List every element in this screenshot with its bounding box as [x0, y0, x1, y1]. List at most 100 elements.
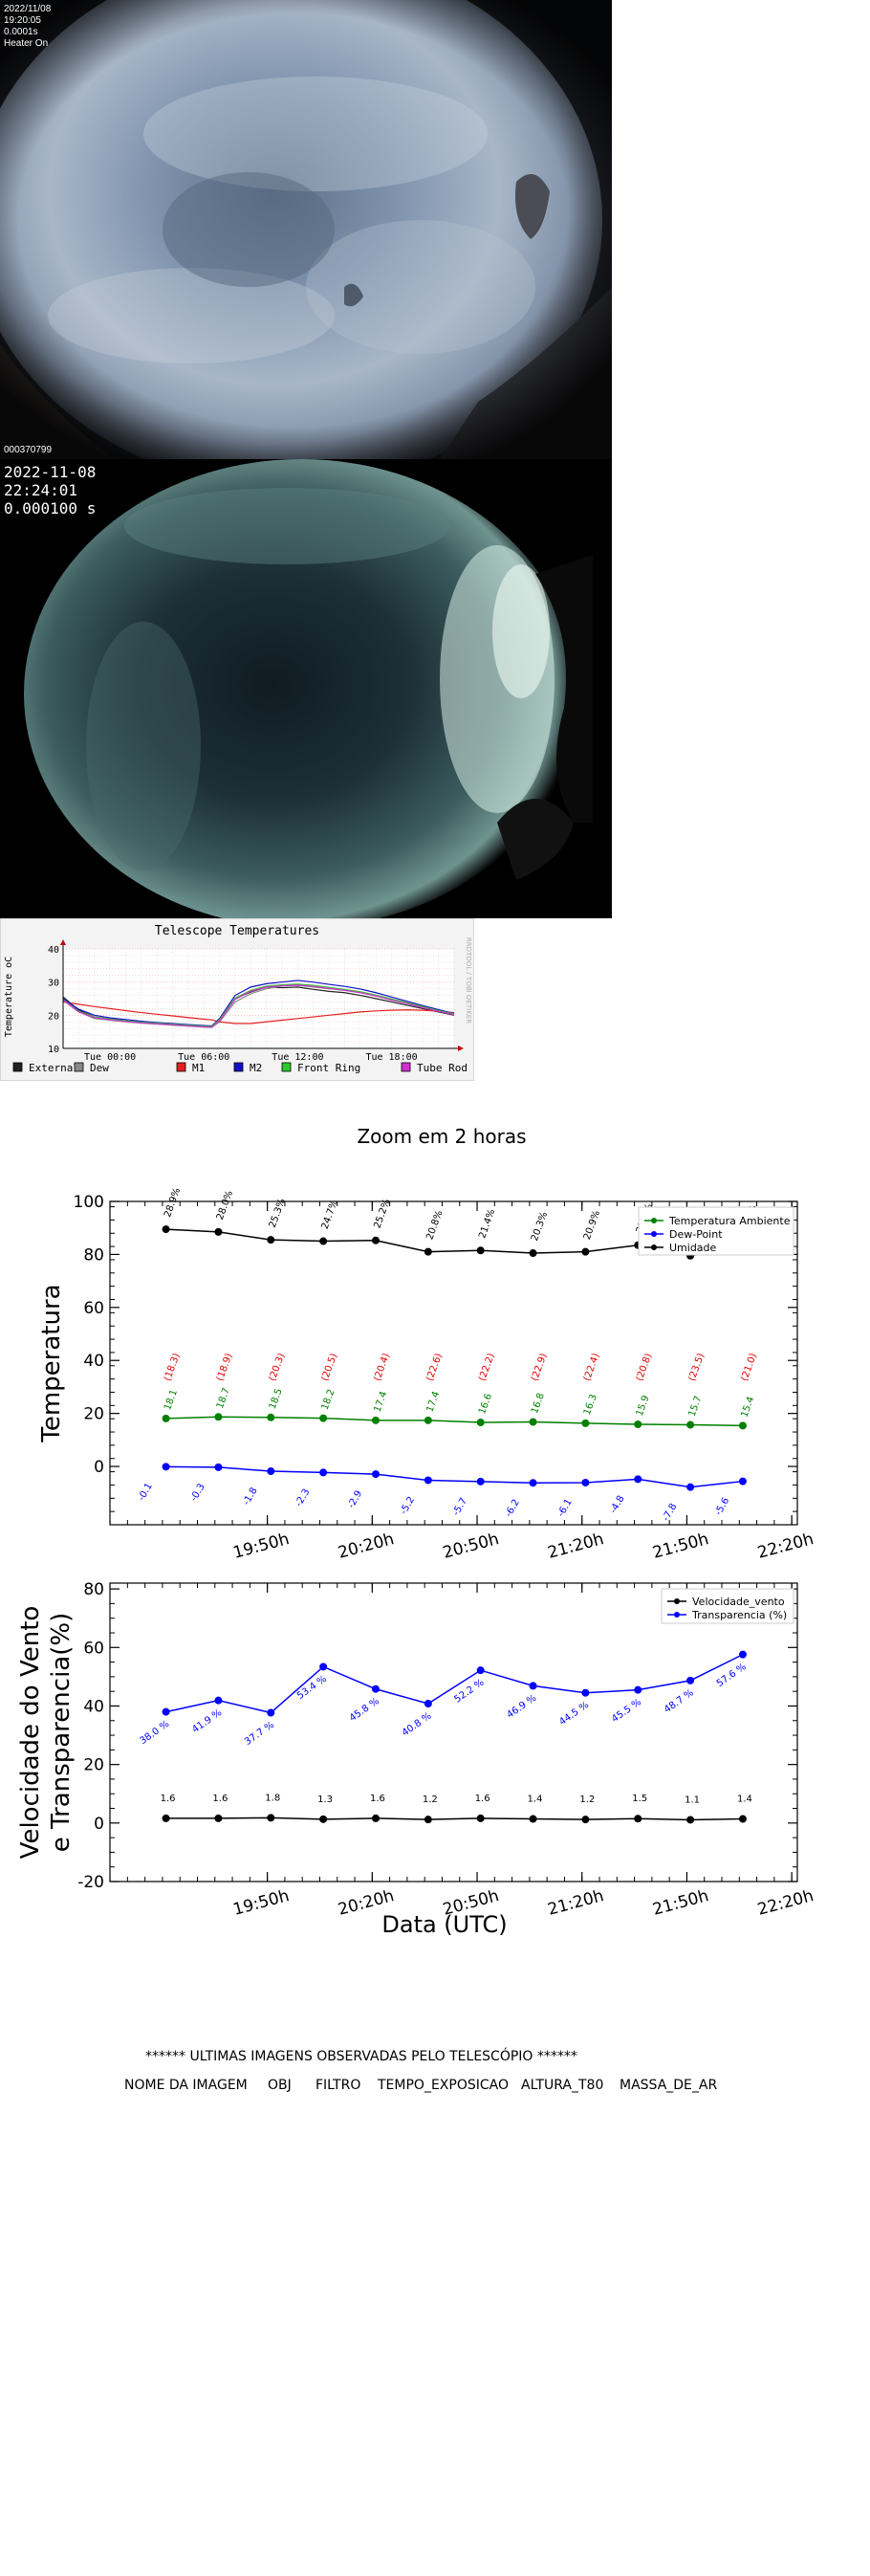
telescope-legend-swatch: [401, 1062, 411, 1072]
wind-data-label: 1.6: [370, 1794, 385, 1804]
data-point: [476, 1246, 485, 1255]
telescope-x-tick-label: Tue 12:00: [272, 1052, 323, 1063]
observed-images-column-header: ALTURA_T80: [521, 2078, 604, 2093]
red-data-label: (22.4): [582, 1352, 602, 1382]
dew-point-data-label: -0.3: [189, 1482, 207, 1503]
dew-point-data-label: -5.6: [713, 1496, 731, 1517]
y-tick-label: 40: [83, 1352, 104, 1371]
y-tick-label: 20: [83, 1405, 104, 1424]
legend-marker: [651, 1244, 657, 1250]
temperature-panel: 19:50h 20:20h 20:50h 21:20h 21:50h 22:20h 0 20 4…: [37, 1186, 816, 1562]
temperature-data-label: 18.5: [268, 1387, 285, 1411]
series-line-transparencia-: [165, 1653, 744, 1714]
dew-point-data-label: -2.3: [294, 1487, 312, 1508]
telescope-legend-label: External: [29, 1062, 79, 1074]
data-point: [319, 1414, 328, 1422]
wind-data-label: 1.6: [475, 1794, 490, 1804]
data-point: [634, 1475, 642, 1484]
data-point: [529, 1249, 537, 1258]
camera2-exposure: 0.000100 s: [4, 499, 97, 517]
data-point: [686, 1816, 695, 1824]
sky-image-2: [0, 459, 612, 918]
temperature-data-label: 16.6: [477, 1392, 494, 1416]
series-line-dew-point: [165, 1465, 744, 1488]
wind-data-label: 1.4: [528, 1794, 543, 1805]
data-point: [738, 1477, 747, 1486]
y-tick-label: -20: [77, 1873, 104, 1892]
red-data-label: (20.5): [320, 1352, 340, 1382]
rrdtool-watermark: RRDTOOL / TOBI OETIKER: [465, 937, 472, 1024]
data-point: [162, 1414, 170, 1422]
data-point: [267, 1236, 275, 1244]
legend-marker: [651, 1218, 657, 1223]
data-point: [267, 1708, 275, 1717]
transparency-data-label: 41.9 %: [190, 1707, 224, 1735]
data-point: [686, 1420, 695, 1429]
red-data-label: (20.4): [372, 1352, 392, 1382]
wind-transparency-panel: 19:50h 20:20h 20:50h 21:20h 21:50h 22:20h-200…: [16, 1580, 816, 1920]
telescope-x-arrow: [458, 1046, 464, 1051]
legend-label: Dew-Point: [669, 1228, 723, 1241]
data-point: [424, 1476, 432, 1485]
telescope-series-front-ring: [62, 983, 455, 1027]
x-tick-label: 20:20h: [336, 1530, 396, 1563]
plot-frame: [109, 1582, 798, 1882]
observed-images-heading: ****** ULTIMAS IMAGENS OBSERVADAS PELO T…: [145, 2049, 577, 2064]
data-point: [529, 1418, 537, 1426]
data-point: [424, 1816, 432, 1824]
data-point: [162, 1463, 170, 1471]
telescope-legend: External Dew M1 M2 Front Ring Tube Rod: [12, 1062, 468, 1074]
x-tick-label: 21:50h: [651, 1886, 711, 1920]
transparency-data-label: 46.9 %: [505, 1693, 538, 1721]
telescope-series-m2: [62, 980, 455, 1027]
y-tick-label: 60: [83, 1639, 104, 1658]
telescope-y-arrow: [60, 939, 66, 945]
data-point: [371, 1236, 380, 1244]
telescope-y-tick-label: 20: [48, 1011, 59, 1022]
temperature-data-label: 18.1: [163, 1388, 180, 1412]
telescope-series-tube-rod: [62, 984, 455, 1028]
x-tick-label: 22:20h: [755, 1530, 816, 1563]
y-tick-label: 40: [83, 1697, 104, 1716]
data-point: [267, 1413, 275, 1421]
data-point: [581, 1419, 590, 1427]
observed-images-column-header: OBJ: [268, 2078, 292, 2093]
y-tick-label: 0: [94, 1458, 104, 1477]
data-point: [476, 1666, 485, 1675]
camera1-time: 19:20:05: [4, 15, 41, 26]
camera2-date: 2022-11-08: [4, 463, 97, 481]
data-point: [424, 1247, 432, 1256]
telescope-x-tick-label: Tue 06:00: [178, 1052, 229, 1063]
x-tick-label: 21:20h: [546, 1886, 606, 1920]
data-point: [214, 1696, 223, 1705]
weather-zoom-chart: Zoom em 2 horas 19:50h 20:20h 20:50h 21:20h…: [16, 1125, 816, 1938]
data-point: [371, 1684, 380, 1693]
red-data-label: (20.8): [635, 1352, 655, 1382]
temperature-data-label: 18.2: [320, 1388, 337, 1412]
umidade-data-label: 21.4%: [477, 1208, 497, 1241]
transparency-data-label: 52.2 %: [452, 1678, 486, 1706]
wind-data-label: 1.5: [632, 1794, 647, 1804]
data-point: [162, 1707, 170, 1716]
data-point: [476, 1814, 485, 1822]
umidade-data-label: 25.3%: [268, 1198, 288, 1230]
wind-data-label: 1.4: [737, 1794, 752, 1805]
observed-images-column-header: FILTRO: [315, 2078, 361, 2093]
transparency-data-label: 45.5 %: [610, 1697, 643, 1725]
series-line-velocidade-vento: [165, 1816, 743, 1821]
telescope-legend-swatch: [12, 1062, 23, 1072]
data-point: [162, 1814, 170, 1822]
data-point: [686, 1676, 695, 1684]
data-point: [634, 1685, 642, 1694]
dew-point-data-label: -6.1: [555, 1497, 574, 1518]
legend-marker: [674, 1598, 680, 1604]
data-point: [214, 1413, 223, 1421]
telescope-legend-swatch: [74, 1062, 84, 1072]
temperature-data-label: 15.9: [635, 1394, 652, 1418]
telescope-legend-label: M1: [192, 1062, 205, 1074]
data-point: [738, 1650, 747, 1659]
temperature-data-label: 16.8: [530, 1392, 547, 1416]
red-data-label: (22.2): [477, 1352, 497, 1382]
data-point: [476, 1477, 485, 1486]
telescope-series-m1: [62, 1001, 455, 1024]
